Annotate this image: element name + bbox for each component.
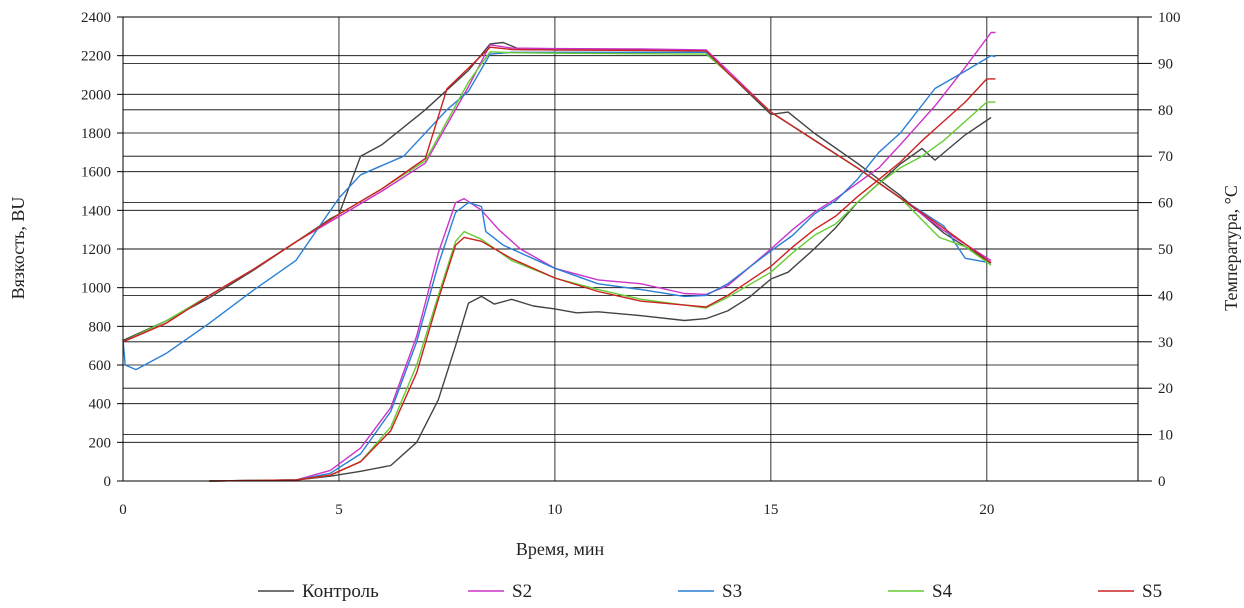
- y-tick-label: 200: [89, 435, 112, 451]
- y-tick-label: 1400: [81, 203, 111, 219]
- y2-tick-label: 100: [1158, 10, 1181, 26]
- y-axis-label: Вязкость, BU: [8, 197, 28, 300]
- x-tick-label: 20: [979, 502, 994, 518]
- legend-label-S3: S3: [722, 581, 742, 602]
- x-tick-label: 5: [335, 502, 343, 518]
- y2-tick-label: 80: [1158, 103, 1173, 119]
- y2-tick-label: 90: [1158, 56, 1173, 72]
- y2-tick-label: 50: [1158, 242, 1173, 258]
- y-tick-label: 1200: [81, 242, 111, 258]
- y-tick-label: 600: [89, 358, 112, 374]
- series-Контроль: [122, 41, 992, 482]
- x-axis-label: Время, мин: [516, 539, 605, 559]
- series-S3: [122, 51, 996, 482]
- x-tick-label: 15: [763, 502, 778, 518]
- y-tick-label: 400: [89, 397, 112, 413]
- y2-tick-label: 10: [1158, 428, 1173, 444]
- y-tick-label: 1800: [81, 126, 111, 142]
- y2-tick-label: 30: [1158, 335, 1173, 351]
- y2-tick-label: 40: [1158, 288, 1173, 304]
- viscosity-line-S3: [209, 55, 996, 482]
- legend: Контроль S2 S3 S4 S5: [258, 581, 1162, 602]
- y-tick-label: 1000: [81, 281, 111, 297]
- series-S2: [122, 31, 996, 482]
- y2-tick-label: 60: [1158, 196, 1173, 212]
- y2-tick-label: 0: [1158, 474, 1166, 490]
- temperature-line-S3: [122, 51, 992, 371]
- legend-label-Контроль: Контроль: [302, 581, 379, 602]
- y-tick-label: 2400: [81, 10, 111, 26]
- series-S5: [122, 46, 996, 482]
- temperature-line-S5: [122, 46, 992, 343]
- series-layer: [122, 31, 996, 482]
- x-tick-label: 0: [119, 502, 127, 518]
- grid-lines: [123, 16, 1138, 482]
- legend-label-S2: S2: [512, 581, 532, 602]
- viscosity-line-S2: [209, 31, 996, 482]
- viscosity-line-S5: [209, 78, 996, 482]
- y-tick-label: 2000: [81, 87, 111, 103]
- legend-label-S4: S4: [932, 581, 953, 602]
- y2-axis-label: Температура, °C: [1221, 185, 1241, 311]
- temperature-line-S4: [122, 51, 992, 343]
- axes: [117, 16, 1152, 482]
- y2-tick-label: 70: [1158, 149, 1173, 165]
- y-tick-label: 1600: [81, 165, 111, 181]
- series-S4: [122, 51, 996, 482]
- tick-labels: 0200400600800100012001400160018002000220…: [81, 10, 1181, 518]
- y2-tick-label: 20: [1158, 381, 1173, 397]
- y-tick-label: 800: [89, 319, 112, 335]
- y-tick-label: 0: [104, 474, 112, 490]
- legend-label-S5: S5: [1142, 581, 1162, 602]
- viscosity-line-S4: [209, 101, 996, 482]
- x-tick-label: 10: [547, 502, 562, 518]
- y-tick-label: 2200: [81, 49, 111, 65]
